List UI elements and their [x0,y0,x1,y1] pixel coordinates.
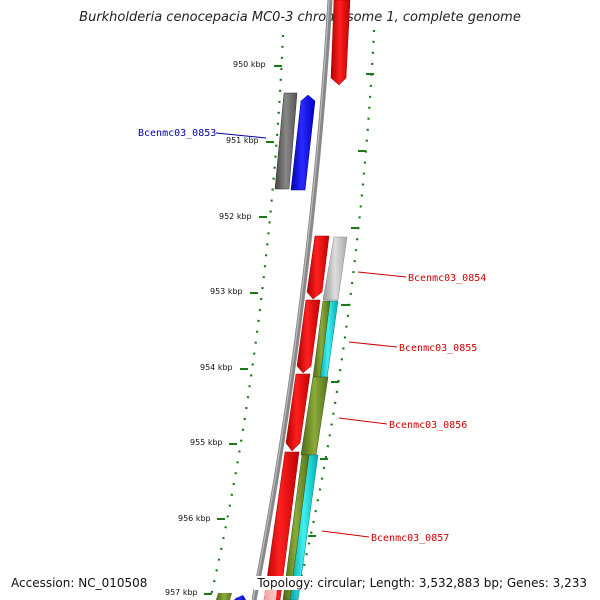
gene-label-0854[interactable]: Bcenmc03_0854 [408,273,486,284]
gene-arrow-blue-0853[interactable] [290,94,316,191]
genome-summary-text: Topology: circular; Length: 3,532,883 bp… [254,576,590,590]
ruler-label-956: 956 kbp [178,514,211,523]
gene-arrow-red-0857[interactable] [263,451,300,600]
ruler-label-952: 952 kbp [219,212,252,221]
gene-label-0855[interactable]: Bcenmc03_0855 [399,343,477,354]
accession-text: Accession: NC_010508 [9,576,150,590]
map-title: Burkholderia cenocepacia MC0-3 chromosom… [79,10,521,25]
ruler-ticks [204,65,282,595]
gene-label-0857[interactable]: Bcenmc03_0857 [371,533,449,544]
gene-arrow-olive-bottom[interactable] [216,593,232,600]
gene-arrow-top-red[interactable] [330,0,351,86]
gene-arrow-light-gray-0854[interactable] [322,236,348,301]
gene-arrow-red-0855[interactable] [296,299,321,374]
genome-backbone-highlight [252,0,330,600]
gene-arrow-red-0856[interactable] [285,373,311,452]
ruler-label-957: 957 kbp [165,588,198,597]
ruler-label-955: 955 kbp [190,438,223,447]
gene-label-0853[interactable]: Bcenmc03_0853 [138,128,216,139]
outer-tick-track [294,29,376,600]
gene-arrow-gray-0853-region[interactable] [274,92,298,190]
gene-label-0856[interactable]: Bcenmc03_0856 [389,420,467,431]
ruler-label-951: 951 kbp [226,136,259,145]
gene-arrow-red-0854[interactable] [306,235,330,300]
outer-track-marks [308,73,374,537]
ruler-label-950: 950 kbp [233,60,266,69]
gene-arrow-blue-bottom[interactable] [234,595,246,600]
genome-backbone [251,0,333,600]
ruler-label-953: 953 kbp [210,287,243,296]
ruler-label-954: 954 kbp [200,363,233,372]
label-leader-lines [215,132,407,538]
gene-arrow-olive-0857[interactable] [282,454,310,600]
